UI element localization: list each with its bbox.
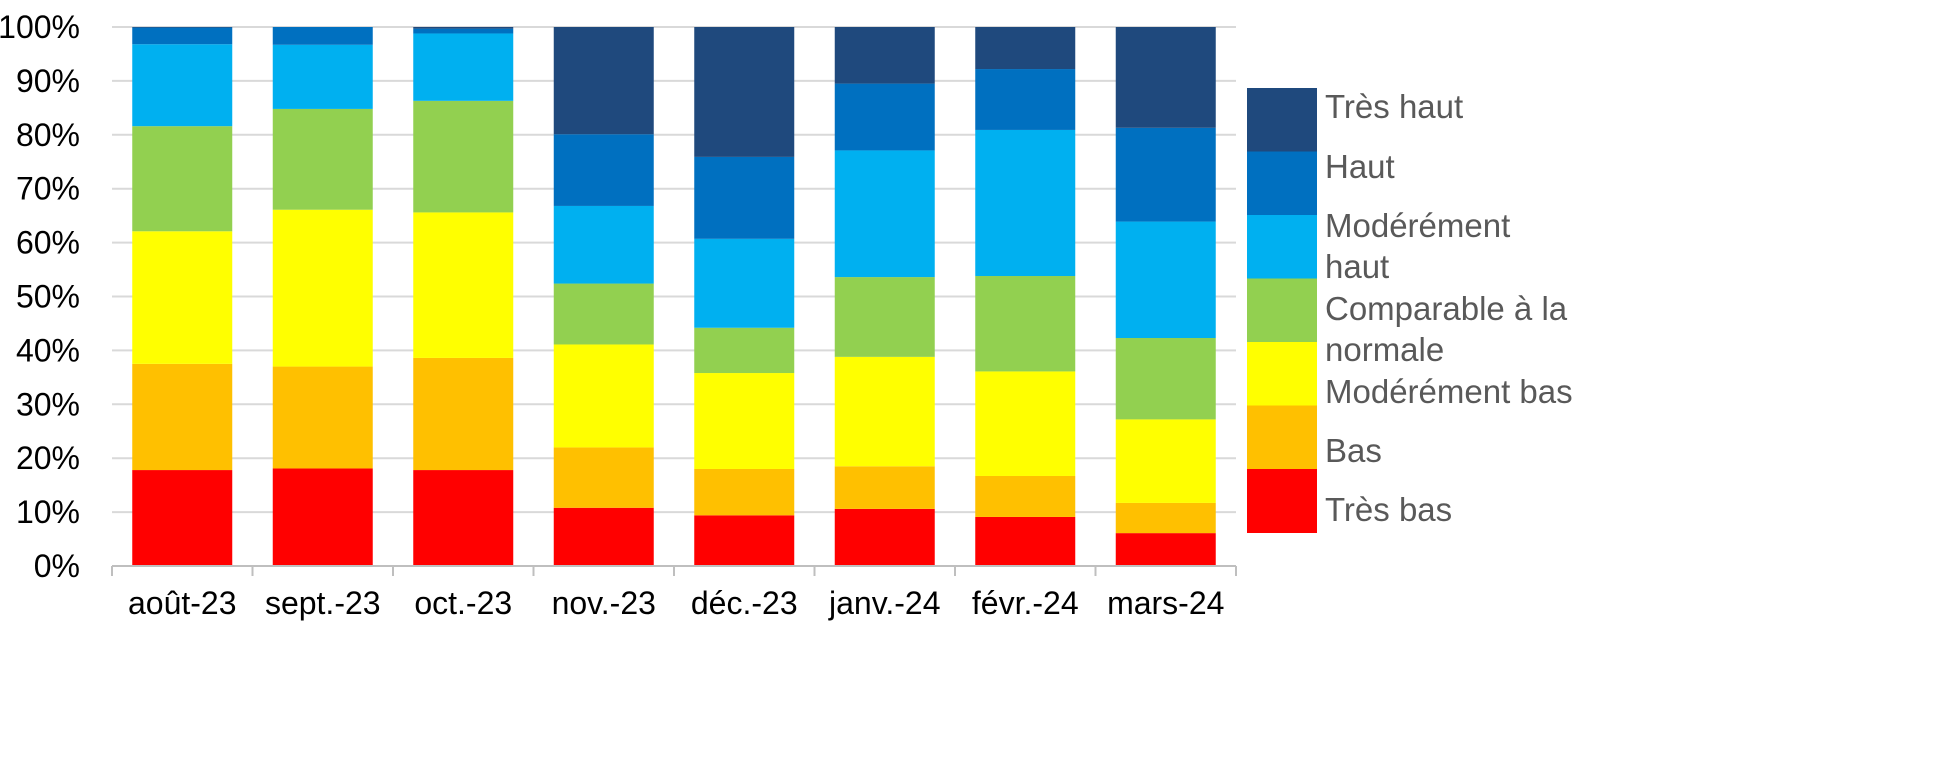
bar-bas-dec-23 — [694, 468, 795, 516]
legend-label: Haut — [1325, 148, 1395, 185]
bar-tres-haut-nov-23 — [553, 27, 654, 135]
y-tick-label: 70% — [16, 171, 80, 207]
bar-tres-bas-mars-24 — [1115, 533, 1216, 566]
bar-moderement-bas-fevr-24 — [975, 371, 1076, 476]
bar-bas-fevr-24 — [975, 475, 1076, 517]
legend-swatch-comparable-a-la-normale — [1247, 278, 1317, 343]
bar-moderement-bas-nov-23 — [553, 344, 654, 448]
bar-moderement-bas-janv-24 — [834, 356, 935, 467]
bar-haut-dec-23 — [694, 156, 795, 239]
legend-label: Bas — [1325, 432, 1382, 469]
bar-haut-sept-23 — [272, 27, 373, 45]
bar-haut-aout-23 — [132, 27, 233, 45]
bar-moderement-haut-janv-24 — [834, 150, 935, 278]
y-tick-label: 10% — [16, 494, 80, 530]
x-tick-label: mars-24 — [1107, 585, 1224, 621]
y-tick-label: 40% — [16, 332, 80, 368]
bar-tres-haut-oct-23 — [413, 27, 514, 29]
bar-comparable-a-la-normale-janv-24 — [834, 277, 935, 357]
legend-label: haut — [1325, 248, 1389, 285]
bar-bas-aout-23 — [132, 363, 233, 471]
bar-tres-haut-mars-24 — [1115, 27, 1216, 128]
x-tick-label: déc.-23 — [691, 585, 798, 621]
bar-comparable-a-la-normale-sept-23 — [272, 108, 373, 210]
bar-moderement-bas-mars-24 — [1115, 419, 1216, 503]
bar-bas-nov-23 — [553, 447, 654, 508]
bar-comparable-a-la-normale-oct-23 — [413, 100, 514, 213]
x-tick-label: févr.-24 — [972, 585, 1079, 621]
bar-moderement-haut-dec-23 — [694, 238, 795, 328]
bar-moderement-haut-oct-23 — [413, 33, 514, 101]
bar-tres-bas-janv-24 — [834, 508, 935, 566]
bar-tres-haut-aout-23 — [132, 27, 233, 28]
y-tick-label: 30% — [16, 386, 80, 422]
bar-haut-fevr-24 — [975, 69, 1076, 130]
y-axis-ticks: 0% 10% 20% 30% 40% 50% 60% 70% 80% 90% 100% — [0, 9, 80, 584]
bar-moderement-bas-oct-23 — [413, 212, 514, 358]
bar-haut-nov-23 — [553, 134, 654, 206]
bar-tres-haut-dec-23 — [694, 27, 795, 157]
bar-haut-janv-24 — [834, 83, 935, 151]
bar-tres-bas-oct-23 — [413, 470, 514, 566]
y-tick-label: 90% — [16, 63, 80, 99]
bar-moderement-bas-sept-23 — [272, 209, 373, 367]
bar-tres-bas-sept-23 — [272, 468, 373, 566]
bar-bas-janv-24 — [834, 466, 935, 509]
legend: Très haut Haut Modérément haut Comparable à … — [1247, 88, 1573, 533]
bar-comparable-a-la-normale-dec-23 — [694, 327, 795, 374]
bar-bas-oct-23 — [413, 357, 514, 471]
x-tick-label: janv.-24 — [828, 585, 940, 621]
bar-moderement-haut-fevr-24 — [975, 129, 1076, 277]
legend-swatch-moderement-bas — [1247, 342, 1317, 406]
bar-tres-bas-dec-23 — [694, 515, 795, 566]
bar-moderement-haut-aout-23 — [132, 44, 233, 127]
legend-swatch-moderement-haut — [1247, 215, 1317, 279]
bars — [132, 27, 1216, 566]
bar-bas-mars-24 — [1115, 502, 1216, 534]
bar-tres-bas-nov-23 — [553, 507, 654, 566]
legend-label: Très bas — [1325, 491, 1452, 528]
legend-label: Très haut — [1325, 88, 1463, 125]
x-tick-label: nov.-23 — [552, 585, 656, 621]
y-tick-label: 100% — [0, 9, 80, 45]
legend-label: Modérément — [1325, 207, 1510, 244]
bar-moderement-bas-aout-23 — [132, 231, 233, 364]
bar-comparable-a-la-normale-aout-23 — [132, 126, 233, 232]
bar-comparable-a-la-normale-fevr-24 — [975, 276, 1076, 372]
legend-swatch-tres-bas — [1247, 469, 1317, 533]
bar-haut-oct-23 — [413, 28, 514, 34]
legend-label: normale — [1325, 331, 1444, 368]
bar-tres-bas-aout-23 — [132, 470, 233, 566]
bar-tres-haut-fevr-24 — [975, 27, 1076, 70]
bar-comparable-a-la-normale-nov-23 — [553, 283, 654, 345]
legend-swatch-haut — [1247, 151, 1317, 216]
y-tick-label: 60% — [16, 225, 80, 261]
bar-tres-haut-janv-24 — [834, 27, 935, 84]
legend-swatch-tres-haut — [1247, 88, 1317, 152]
legend-label: Modérément bas — [1325, 373, 1573, 410]
bar-moderement-haut-sept-23 — [272, 44, 373, 109]
legend-label: Comparable à la — [1325, 290, 1568, 327]
y-tick-label: 80% — [16, 117, 80, 153]
y-tick-label: 0% — [34, 548, 80, 584]
y-tick-label: 20% — [16, 440, 80, 476]
x-tick-label: oct.-23 — [414, 585, 512, 621]
bar-bas-sept-23 — [272, 366, 373, 469]
legend-swatch-bas — [1247, 405, 1317, 470]
x-tick-label: sept.-23 — [265, 585, 381, 621]
y-tick-label: 50% — [16, 279, 80, 315]
bar-moderement-haut-nov-23 — [553, 205, 654, 284]
bar-haut-mars-24 — [1115, 127, 1216, 222]
bar-comparable-a-la-normale-mars-24 — [1115, 338, 1216, 420]
x-tick-label: août-23 — [128, 585, 237, 621]
bar-moderement-bas-dec-23 — [694, 373, 795, 469]
bar-moderement-haut-mars-24 — [1115, 221, 1216, 339]
bar-tres-bas-fevr-24 — [975, 516, 1076, 566]
x-axis: août-23 sept.-23 oct.-23 nov.-23 déc.-23 janv… — [111, 565, 1237, 621]
